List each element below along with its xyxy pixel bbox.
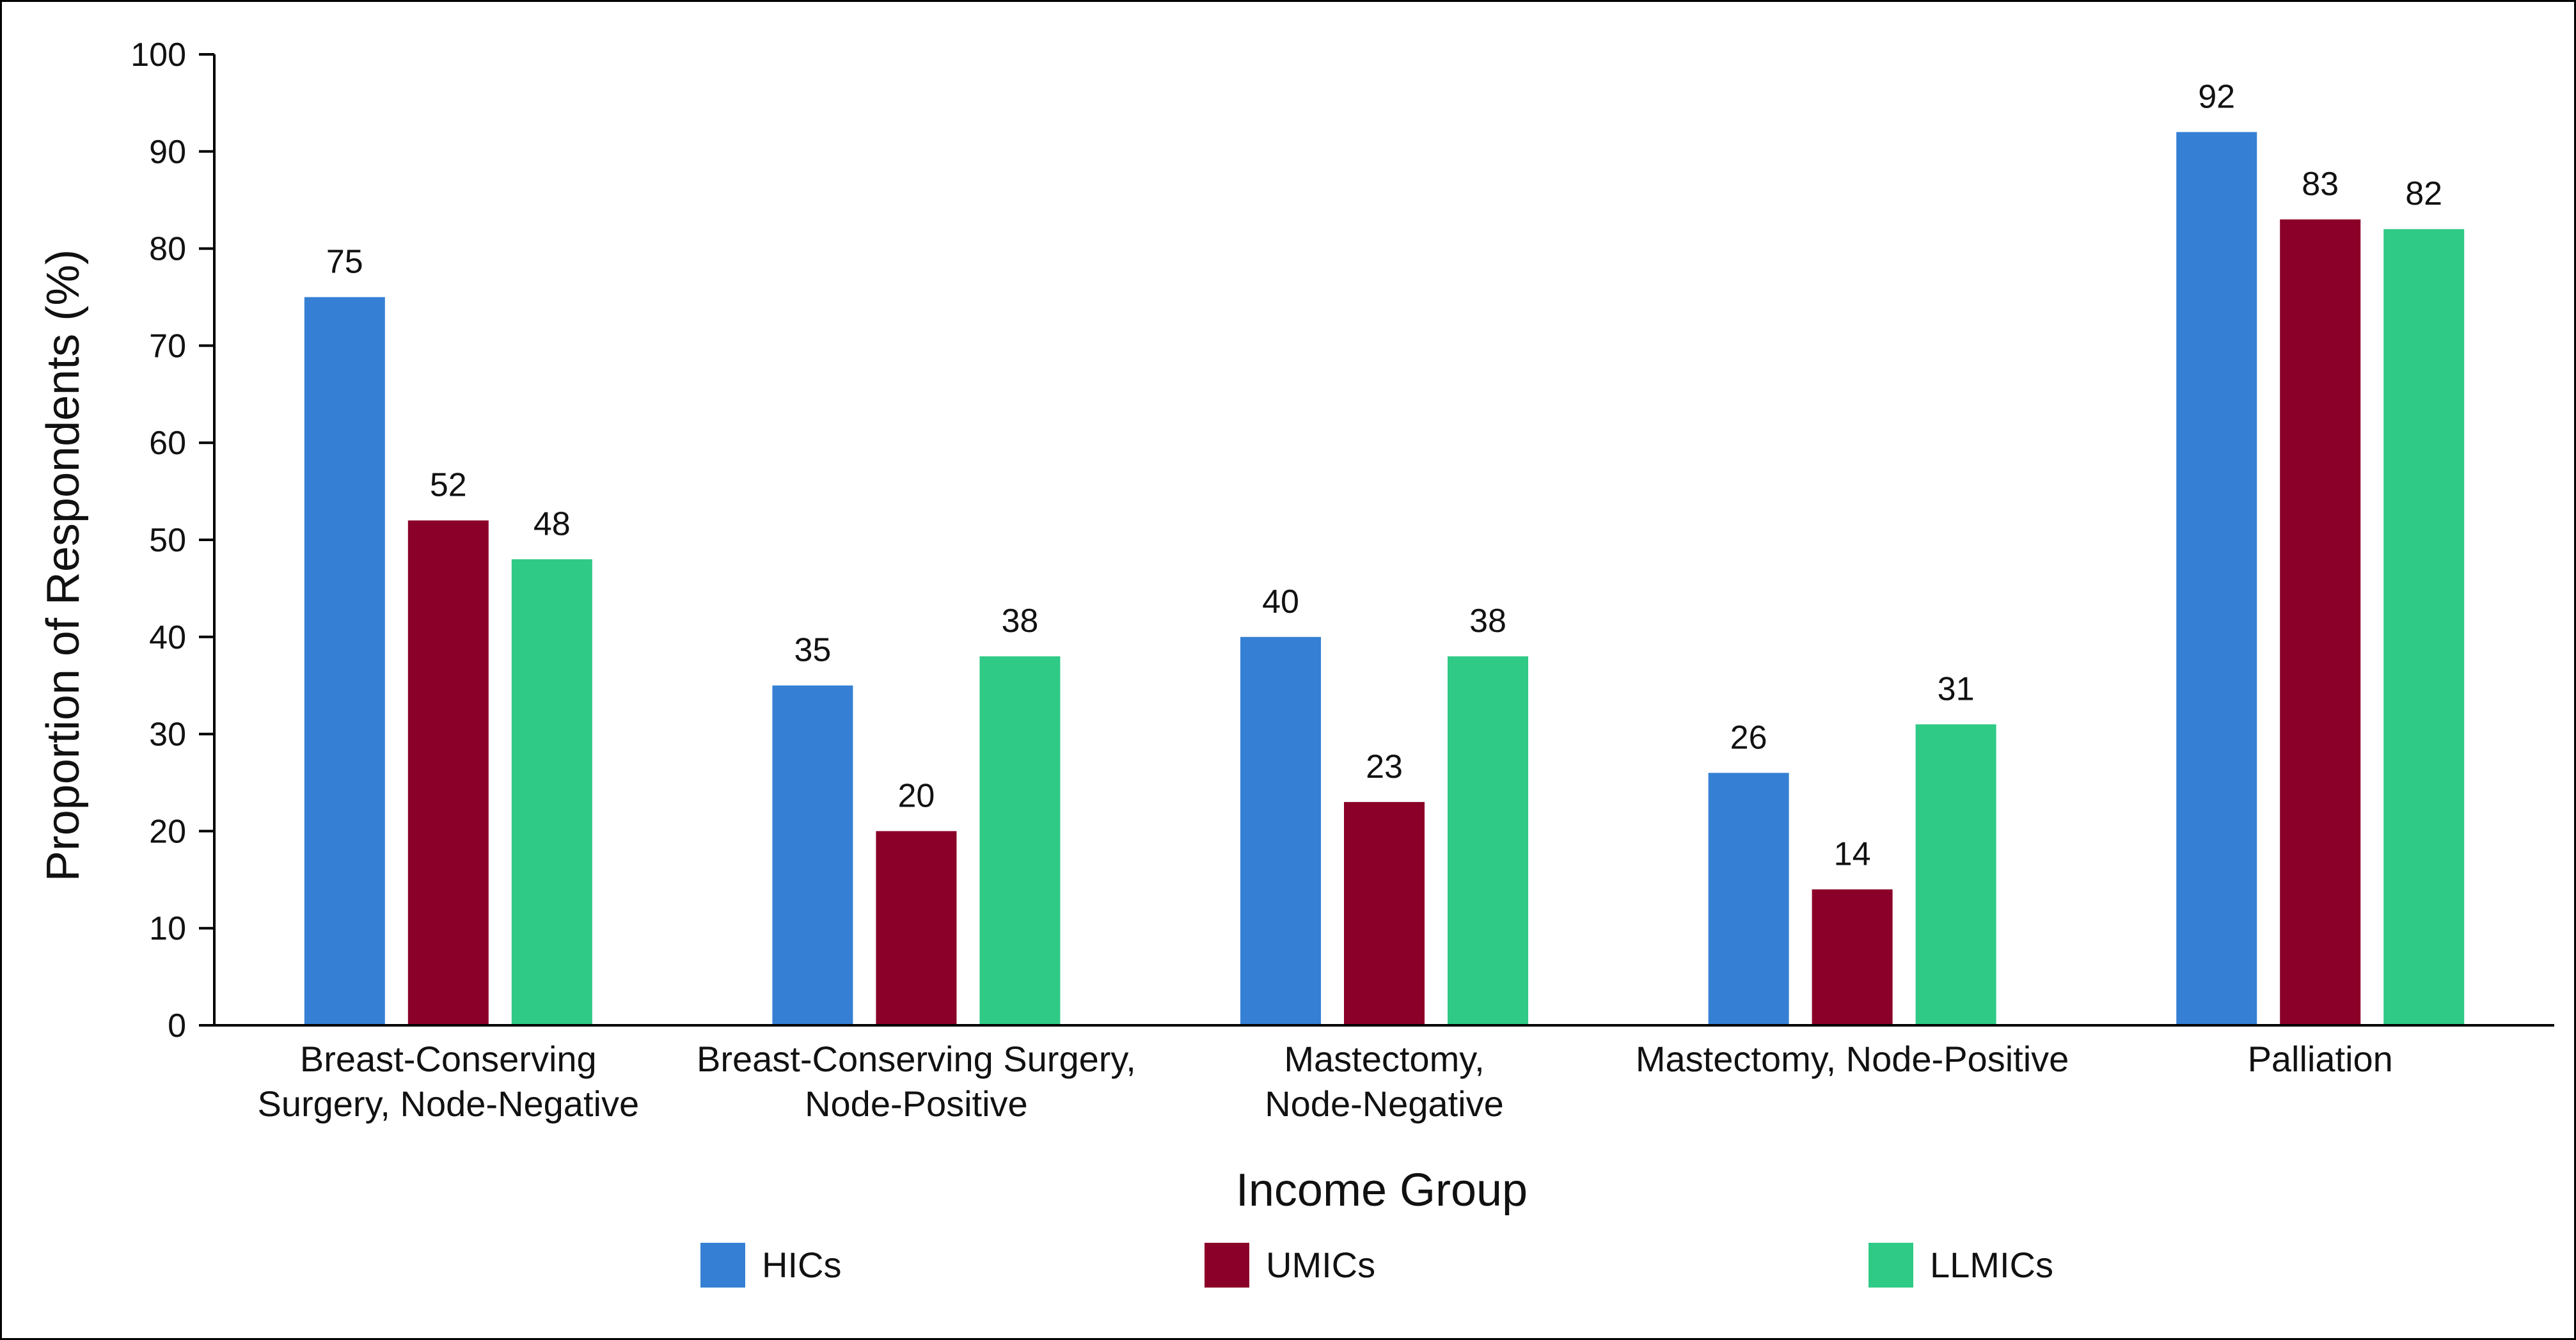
data-label-hics-0: 75 [326,244,363,281]
legend-label-umics: UMICs [1266,1245,1375,1285]
legend-swatch-llmics [1869,1243,1913,1288]
category-label-2: Mastectomy, Node-Negative [1265,1039,1504,1124]
y-tick-label-60: 60 [149,425,186,462]
category-labels-layer: Breast-Conserving Surgery, Node-NegativeB… [258,1039,2393,1124]
y-tick-label-100: 100 [130,36,186,74]
bar-hics-3 [1708,773,1789,1025]
bar-umics-0 [407,520,489,1025]
category-label-line: Node-Negative [1265,1084,1504,1124]
category-label-0: Breast-Conserving Surgery, Node-Negative [258,1039,640,1124]
category-label-line: Palliation [2248,1039,2393,1079]
bar-llmics-1 [979,656,1061,1025]
category-label-line: Node-Positive [805,1084,1028,1124]
y-tick-label-50: 50 [149,522,186,559]
bar-llmics-3 [1915,724,1996,1025]
data-label-llmics-3: 31 [1938,670,1975,707]
data-label-hics-3: 26 [1730,719,1767,756]
y-tick-label-30: 30 [149,716,186,753]
bar-hics-0 [304,297,385,1025]
x-axis-title: Income Group [1236,1165,1528,1216]
bar-hics-1 [772,685,853,1025]
data-label-umics-1: 20 [897,777,935,814]
data-label-llmics-2: 38 [1469,603,1506,640]
bar-umics-2 [1344,801,1425,1025]
y-tick-label-70: 70 [149,327,186,365]
y-tick-label-40: 40 [149,619,186,656]
bar-hics-4 [2176,132,2257,1026]
y-tick-label-0: 0 [168,1007,186,1044]
bars-layer [304,132,2465,1026]
y-axis-title: Proportion of Respondents (%) [38,249,89,882]
category-label-line: Surgery, Node-Negative [258,1084,640,1124]
data-label-llmics-0: 48 [533,505,571,542]
data-label-hics-1: 35 [794,632,831,669]
legend-label-llmics: LLMICs [1930,1245,2053,1285]
bar-llmics-2 [1448,656,1528,1025]
legend-label-hics: HICs [762,1245,841,1285]
category-label-3: Mastectomy, Node-Positive [1636,1039,2069,1079]
y-tick-label-90: 90 [149,134,186,171]
data-labels-layer: 75 52 48 35 20 38 40 23 38 26 14 31 92 83 82 [326,78,2442,872]
bar-umics-4 [2280,219,2361,1025]
y-tick-label-20: 20 [149,813,186,850]
category-label-line: Breast-Conserving [300,1039,597,1079]
category-label-line: Mastectomy, [1284,1039,1484,1079]
data-label-hics-2: 40 [1262,583,1299,620]
data-label-llmics-4: 82 [2405,175,2442,212]
bar-umics-1 [876,831,957,1025]
legend-swatch-umics [1205,1243,1249,1288]
category-label-line: Breast-Conserving Surgery, [697,1039,1136,1079]
bar-llmics-0 [511,559,592,1025]
category-label-1: Breast-Conserving Surgery, Node-Positive [697,1039,1136,1124]
legend: HICs UMICs LLMICs [700,1243,2053,1288]
data-label-hics-4: 92 [2198,78,2235,115]
bar-llmics-4 [2383,229,2465,1025]
data-label-umics-3: 14 [1834,835,1871,872]
category-label-line: Mastectomy, Node-Positive [1636,1039,2069,1079]
data-label-umics-0: 52 [430,467,467,504]
bar-umics-3 [1812,889,1893,1025]
data-label-umics-2: 23 [1366,748,1403,785]
data-label-llmics-1: 38 [1001,603,1038,640]
y-axis: 0 10 20 30 40 50 60 70 80 90 100 [130,36,216,1044]
bar-hics-2 [1240,636,1321,1025]
y-tick-label-10: 10 [149,910,186,947]
y-tick-label-80: 80 [149,231,186,268]
category-label-4: Palliation [2248,1039,2393,1079]
legend-swatch-hics [700,1243,745,1288]
data-label-umics-4: 83 [2302,166,2339,203]
